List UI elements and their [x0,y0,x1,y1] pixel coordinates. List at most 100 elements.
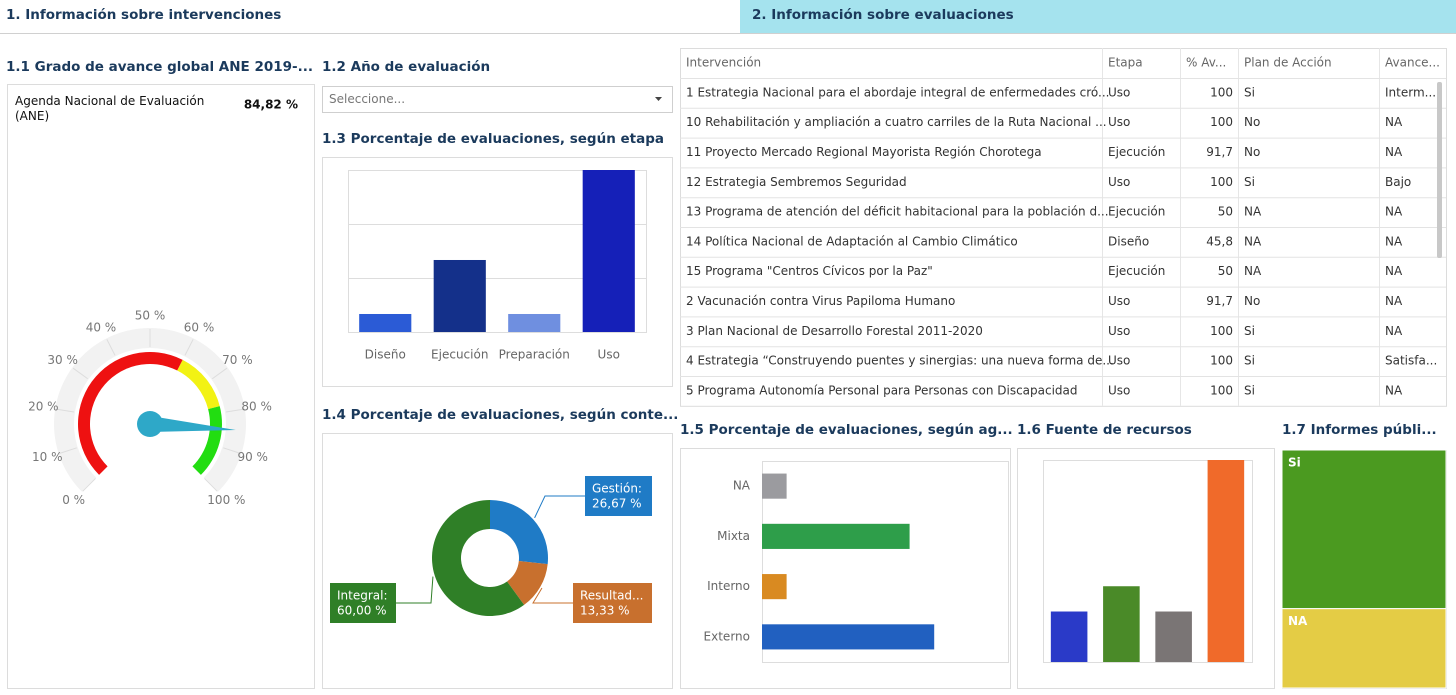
panel [7,84,315,689]
slice-label: Integral: [337,589,388,603]
tab-active-bg [740,0,1456,33]
gauge-value: 84,82 % [244,98,298,112]
table-cell: 4 Estrategia “Construyendo puentes y sin… [686,354,1114,368]
table-cell: Ejecución [1108,264,1165,278]
label-connector [532,587,573,604]
panel [680,448,1011,689]
table-cell: Si [1244,324,1255,338]
treemap-cell [1281,449,1447,610]
gauge-tick-label: 30 % [47,353,78,367]
dropdown-caret[interactable] [655,97,662,101]
gauge-scale [54,328,246,492]
plot-frame [1043,460,1253,663]
dropdown-placeholder[interactable]: Seleccione... [329,92,405,106]
gauge-tick-label: 20 % [28,400,59,414]
panel-title: 1.3 Porcentaje de evaluaciones, según et… [322,131,664,147]
treemap-label: NA [1288,614,1308,628]
table-cell: Ejecución [1108,205,1165,219]
slice-label: Gestión: [592,482,642,496]
gauge-hub [137,411,163,437]
x-tick-label: Diseño [365,348,406,362]
gauge-tick [72,367,88,380]
plot-frame [762,461,1009,663]
table-cell: Ejecución [1108,145,1165,159]
table-cell: No [1244,294,1260,308]
gauge-needle [149,416,236,432]
table-cell: Uso [1108,85,1130,99]
table-cell: 5 Programa Autonomía Personal para Perso… [686,383,1078,397]
gauge-tick [82,478,96,492]
gauge-tick [223,447,241,454]
filter-title: 1.2 Año de evaluación [322,59,490,75]
bar [762,624,935,650]
table-header: Etapa [1108,56,1143,70]
gauge-tick [204,478,218,492]
table-cell: NA [1385,294,1403,308]
gauge-label: Agenda Nacional de Evaluación (ANE) [15,94,205,123]
table-cell: Bajo [1385,175,1411,189]
gauge-tick-label: 40 % [86,320,117,334]
y-tick-label: NA [733,479,751,493]
panel-title: 1.7 Informes públi... [1282,422,1437,438]
table-cell: 50 [1218,205,1233,219]
table-header: % Av... [1186,56,1226,70]
table-cell: Uso [1108,115,1130,129]
gauge-tick [59,447,77,454]
panel-title: 1.4 Porcentaje de evaluaciones, según co… [322,407,678,423]
table-cell: 100 [1210,85,1233,99]
panel-title: 1.6 Fuente de recursos [1017,422,1192,438]
table-cell: 100 [1210,383,1233,397]
treemap-cell [1281,608,1447,689]
bar [1103,586,1140,662]
table-cell: 100 [1210,175,1233,189]
y-tick-label: Externo [704,629,750,643]
table-cell: 2 Vacunación contra Virus Papiloma Human… [686,294,955,308]
label-box [585,476,652,516]
bar [762,574,787,600]
table-cell: 1 Estrategia Nacional para el abordaje i… [686,85,1110,99]
table-cell: NA [1385,324,1403,338]
gauge-tick-label: 70 % [222,353,253,367]
tab[interactable]: 2. Información sobre evaluaciones [752,7,1014,23]
table-cell: 15 Programa "Centros Cívicos por la Paz" [686,264,933,278]
gauge-band [78,352,183,475]
dropdown[interactable] [322,86,673,113]
table-cell: Interm... [1385,85,1436,99]
gauge-tick-label: 0 % [62,493,85,507]
table-cell: 50 [1218,264,1233,278]
slice-value: 60,00 % [337,604,387,618]
table-cell: 11 Proyecto Mercado Regional Mayorista R… [686,145,1042,159]
table-cell: Satisfa... [1385,354,1437,368]
gauge-tick-label: 90 % [237,450,268,464]
gauge-band [192,406,222,475]
table-cell: NA [1244,264,1262,278]
gauge-tick-label: 80 % [241,400,272,414]
label-connector [534,495,585,519]
treemap-label: Si [1288,456,1301,470]
gauge-tick-label: 60 % [184,320,215,334]
bar [762,473,787,499]
table-cell: 12 Estrategia Sembremos Seguridad [686,175,907,189]
x-tick-label: Preparación [499,348,570,362]
table-cell: Uso [1108,324,1130,338]
table-cell: 14 Política Nacional de Adaptación al Ca… [686,234,1018,248]
table-cell: NA [1385,234,1403,248]
table-cell: NA [1385,383,1403,397]
donut-slice [432,500,525,616]
table-cell: Si [1244,175,1255,189]
table-cell: NA [1385,145,1403,159]
table-cell: 100 [1210,324,1233,338]
table-cell: 91,7 [1206,145,1233,159]
bar [762,523,910,549]
table-cell: 100 [1210,115,1233,129]
x-tick-label: Ejecución [431,348,488,362]
table-cell: Si [1244,85,1255,99]
bar [433,259,486,332]
panel [322,433,673,689]
gauge-tick-label: 10 % [32,450,63,464]
tab[interactable]: 1. Información sobre intervenciones [6,7,281,23]
gauge-tick [56,408,75,413]
gauge-tick [184,339,194,356]
